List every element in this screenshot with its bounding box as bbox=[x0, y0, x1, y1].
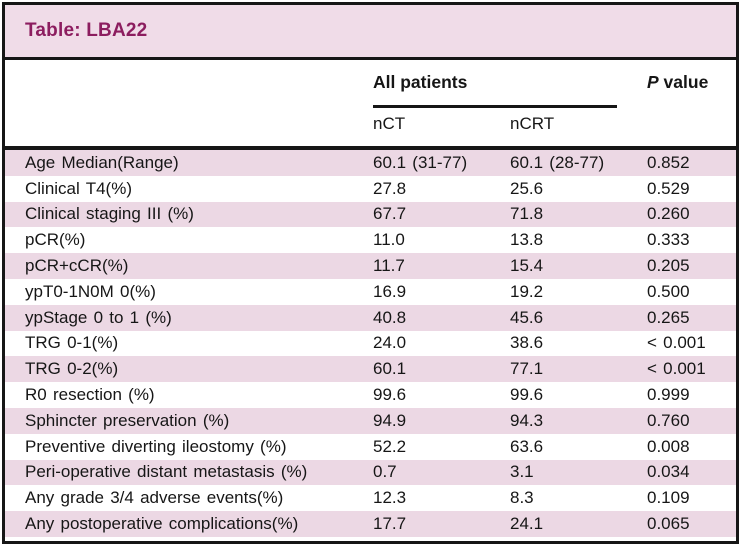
cell-nct: 94.9 bbox=[373, 410, 407, 430]
cell-ncrt: 38.6 bbox=[510, 333, 544, 353]
cell-nct: 27.8 bbox=[373, 178, 407, 198]
cell-pvalue: 0.852 bbox=[647, 152, 690, 172]
cell-nct: 67.7 bbox=[373, 204, 407, 224]
cell-nct: 40.8 bbox=[373, 307, 407, 327]
row-label: TRG 0-2(%) bbox=[25, 359, 119, 379]
row-label: Any postoperative complications(%) bbox=[25, 514, 299, 534]
cell-nct: 17.7 bbox=[373, 514, 407, 534]
column-header-nct: nCT bbox=[373, 114, 406, 133]
cell-pvalue: 0.260 bbox=[647, 204, 690, 224]
table-body: Age Median(Range) 60.1 (31-77) 60.1 (28-77… bbox=[5, 150, 736, 537]
cell-pvalue: < 0.001 bbox=[647, 359, 706, 379]
group-header-all-patients: All patients bbox=[373, 72, 468, 92]
cell-pvalue: 0.999 bbox=[647, 385, 690, 405]
row-label: R0 resection (%) bbox=[25, 385, 155, 405]
cell-ncrt: 15.4 bbox=[510, 256, 544, 276]
cell-nct: 0.7 bbox=[373, 462, 397, 482]
row-label: Any grade 3/4 adverse events(%) bbox=[25, 488, 284, 508]
table-row: Any postoperative complications(%) 17.7 24… bbox=[5, 511, 736, 537]
row-label: Clinical staging III (%) bbox=[25, 204, 194, 224]
pvalue-italic-p: P bbox=[647, 72, 659, 92]
cell-nct: 16.9 bbox=[373, 281, 407, 301]
cell-pvalue: 0.034 bbox=[647, 462, 690, 482]
cell-nct: 99.6 bbox=[373, 385, 407, 405]
cell-nct: 60.1 bbox=[373, 359, 407, 379]
table-row: Sphincter preservation (%) 94.9 94.3 0.760 bbox=[5, 407, 736, 434]
table-row: Any grade 3/4 adverse events(%) 12.3 8.3 0.… bbox=[5, 485, 736, 511]
cell-pvalue: 0.333 bbox=[647, 230, 690, 250]
cell-ncrt: 94.3 bbox=[510, 410, 544, 430]
column-header-ncrt: nCRT bbox=[510, 114, 555, 133]
table-row: TRG 0-1(%) 24.0 38.6 < 0.001 bbox=[5, 331, 736, 357]
cell-ncrt: 13.8 bbox=[510, 230, 544, 250]
cell-nct: 52.2 bbox=[373, 436, 407, 456]
table-row: pCR+cCR(%) 11.7 15.4 0.205 bbox=[5, 253, 736, 279]
cell-ncrt: 19.2 bbox=[510, 281, 544, 301]
cell-pvalue: 0.529 bbox=[647, 178, 690, 198]
table-row: Age Median(Range) 60.1 (31-77) 60.1 (28-77… bbox=[5, 150, 736, 176]
cell-ncrt: 60.1 (28-77) bbox=[510, 152, 605, 172]
row-label: Age Median(Range) bbox=[25, 152, 179, 172]
row-label: Preventive diverting ileostomy (%) bbox=[25, 436, 287, 456]
table-row: pCR(%) 11.0 13.8 0.333 bbox=[5, 227, 736, 253]
row-label: Peri-operative distant metastasis (%) bbox=[25, 462, 308, 482]
cell-ncrt: 99.6 bbox=[510, 385, 544, 405]
cell-pvalue: 0.065 bbox=[647, 514, 690, 534]
table-row: TRG 0-2(%) 60.1 77.1 < 0.001 bbox=[5, 356, 736, 383]
cell-pvalue: 0.265 bbox=[647, 307, 690, 327]
group-header-underline bbox=[373, 105, 617, 108]
cell-pvalue: 0.205 bbox=[647, 256, 690, 276]
table-row: Clinical staging III (%) 67.7 71.8 0.260 bbox=[5, 201, 736, 228]
table-row: ypStage 0 to 1 (%) 40.8 45.6 0.265 bbox=[5, 304, 736, 331]
cell-ncrt: 63.6 bbox=[510, 436, 544, 456]
table-title-bar: Table: LBA22 bbox=[5, 5, 736, 60]
cell-ncrt: 77.1 bbox=[510, 359, 544, 379]
cell-nct: 60.1 (31-77) bbox=[373, 152, 468, 172]
cell-pvalue: 0.008 bbox=[647, 436, 690, 456]
cell-ncrt: 24.1 bbox=[510, 514, 544, 534]
cell-ncrt: 8.3 bbox=[510, 488, 534, 508]
row-label: TRG 0-1(%) bbox=[25, 333, 119, 353]
table-title: Table: LBA22 bbox=[25, 20, 148, 41]
column-header-section: All patients P value nCT nCRT bbox=[5, 60, 736, 150]
cell-nct: 11.7 bbox=[373, 256, 405, 276]
cell-ncrt: 3.1 bbox=[510, 462, 534, 482]
table-row: Peri-operative distant metastasis (%) 0.7… bbox=[5, 459, 736, 486]
row-label: Clinical T4(%) bbox=[25, 178, 132, 198]
cell-nct: 24.0 bbox=[373, 333, 407, 353]
cell-pvalue: 0.500 bbox=[647, 281, 690, 301]
cell-nct: 12.3 bbox=[373, 488, 407, 508]
row-label: pCR+cCR(%) bbox=[25, 256, 129, 276]
cell-ncrt: 25.6 bbox=[510, 178, 544, 198]
table-row: Clinical T4(%) 27.8 25.6 0.529 bbox=[5, 176, 736, 202]
table-row: Preventive diverting ileostomy (%) 52.2 63… bbox=[5, 434, 736, 460]
row-label: ypStage 0 to 1 (%) bbox=[25, 307, 172, 327]
cell-ncrt: 71.8 bbox=[510, 204, 544, 224]
row-label: pCR(%) bbox=[25, 230, 86, 250]
cell-ncrt: 45.6 bbox=[510, 307, 544, 327]
cell-pvalue: 0.760 bbox=[647, 410, 690, 430]
pvalue-rest: value bbox=[658, 72, 709, 92]
cell-nct: 11.0 bbox=[373, 230, 405, 250]
cell-pvalue: < 0.001 bbox=[647, 333, 706, 353]
row-label: ypT0-1N0M 0(%) bbox=[25, 281, 156, 301]
row-label: Sphincter preservation (%) bbox=[25, 410, 230, 430]
column-header-pvalue: P value bbox=[647, 72, 708, 93]
table-row: ypT0-1N0M 0(%) 16.9 19.2 0.500 bbox=[5, 279, 736, 305]
cell-pvalue: 0.109 bbox=[647, 488, 690, 508]
table-row: R0 resection (%) 99.6 99.6 0.999 bbox=[5, 382, 736, 408]
